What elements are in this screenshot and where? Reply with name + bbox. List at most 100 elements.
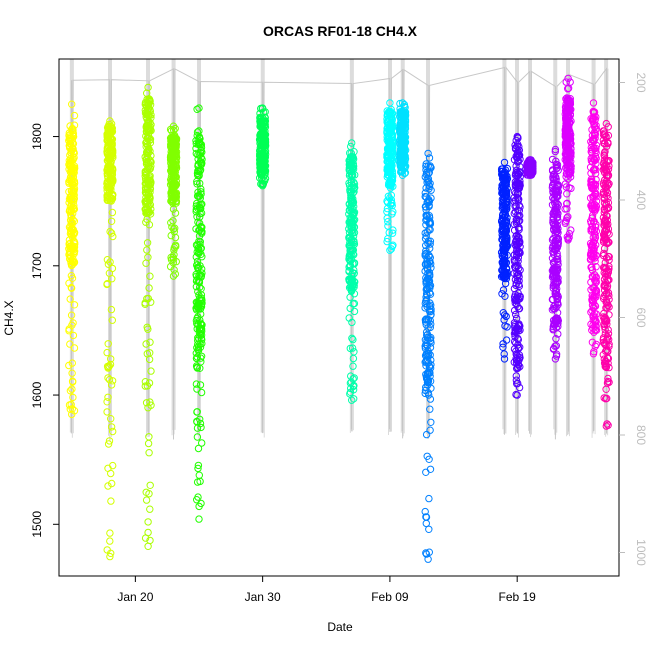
data-point xyxy=(142,340,150,348)
data-point xyxy=(170,251,178,259)
data-point xyxy=(346,293,354,301)
data-point xyxy=(168,223,176,231)
data-point xyxy=(563,164,571,172)
data-point xyxy=(385,179,393,187)
data-point xyxy=(552,164,561,173)
data-point xyxy=(171,155,179,164)
x-tick-label: Jan 20 xyxy=(117,590,153,604)
data-point xyxy=(549,208,558,217)
data-point xyxy=(425,154,434,162)
data-point xyxy=(426,218,434,226)
data-point xyxy=(511,182,520,190)
data-point xyxy=(194,204,202,213)
data-point xyxy=(589,350,598,358)
data-point xyxy=(196,271,205,279)
data-point xyxy=(70,344,79,352)
data-point xyxy=(346,257,355,265)
y2-axis: 200 400 600 800 1000 xyxy=(619,72,648,566)
data-point xyxy=(564,74,572,83)
data-point xyxy=(194,343,203,351)
data-point xyxy=(600,131,609,139)
chart-title: ORCAS RF01-18 CH4.X xyxy=(263,23,418,39)
data-point xyxy=(107,415,115,423)
data-point xyxy=(588,295,596,304)
data-point xyxy=(388,199,396,208)
data-point xyxy=(602,264,610,272)
data-point xyxy=(109,461,117,470)
data-point xyxy=(66,340,74,348)
data-point xyxy=(68,226,77,234)
data-point xyxy=(426,377,435,385)
data-point xyxy=(65,325,73,333)
data-point xyxy=(423,349,431,357)
data-point xyxy=(425,548,433,556)
data-point xyxy=(386,99,394,107)
data-point xyxy=(604,374,612,383)
data-point xyxy=(389,226,397,234)
data-point xyxy=(554,234,562,243)
data-point xyxy=(592,340,600,349)
data-point xyxy=(590,165,598,174)
data-point xyxy=(588,214,596,222)
data-point xyxy=(426,395,435,403)
data-point xyxy=(549,179,558,188)
data-point xyxy=(562,173,570,181)
data-point xyxy=(106,185,114,193)
data-point xyxy=(68,405,77,413)
data-point xyxy=(511,332,519,341)
data-point xyxy=(70,153,78,162)
data-point xyxy=(591,342,599,350)
data-point xyxy=(107,136,116,144)
data-point xyxy=(423,228,431,236)
data-point xyxy=(68,256,76,264)
data-point xyxy=(256,160,264,168)
data-point xyxy=(68,244,76,252)
data-point xyxy=(195,139,203,148)
data-point xyxy=(193,177,201,186)
data-point xyxy=(591,146,600,155)
data-point xyxy=(103,408,111,416)
data-point xyxy=(564,85,572,93)
y-tick-label: 1800 xyxy=(30,123,44,150)
data-point xyxy=(426,179,434,188)
data-point xyxy=(143,323,151,331)
data-point xyxy=(396,105,404,113)
data-point xyxy=(515,383,524,392)
data-point xyxy=(68,369,76,377)
data-point xyxy=(142,496,151,504)
data-point xyxy=(515,184,524,192)
data-point xyxy=(348,396,356,404)
data-point xyxy=(426,162,434,170)
data-point xyxy=(66,216,75,225)
data-point xyxy=(513,236,521,244)
data-point xyxy=(193,169,202,178)
data-point xyxy=(589,304,597,312)
data-point xyxy=(106,552,114,561)
data-point xyxy=(349,386,358,394)
data-point xyxy=(172,180,181,189)
data-point xyxy=(197,188,205,196)
data-point xyxy=(603,334,612,342)
data-point xyxy=(347,204,355,212)
data-point xyxy=(423,264,431,273)
data-point xyxy=(197,224,206,232)
data-point xyxy=(422,286,430,294)
data-point xyxy=(591,190,599,199)
data-point xyxy=(106,168,114,177)
data-point xyxy=(383,237,391,246)
data-point xyxy=(599,338,608,347)
data-point xyxy=(196,415,204,423)
y-tick-label: 1500 xyxy=(30,511,44,538)
y-axis-label: CH4.X xyxy=(2,300,16,335)
data-point xyxy=(141,534,150,542)
data-point xyxy=(500,205,509,213)
data-point xyxy=(510,306,519,315)
data-point xyxy=(170,141,179,150)
data-point xyxy=(401,123,409,132)
data-point xyxy=(511,145,520,153)
data-point xyxy=(144,404,152,412)
data-point xyxy=(107,217,116,226)
series-2016-02-25 xyxy=(586,99,601,358)
data-point xyxy=(422,211,431,219)
data-point xyxy=(512,169,520,177)
